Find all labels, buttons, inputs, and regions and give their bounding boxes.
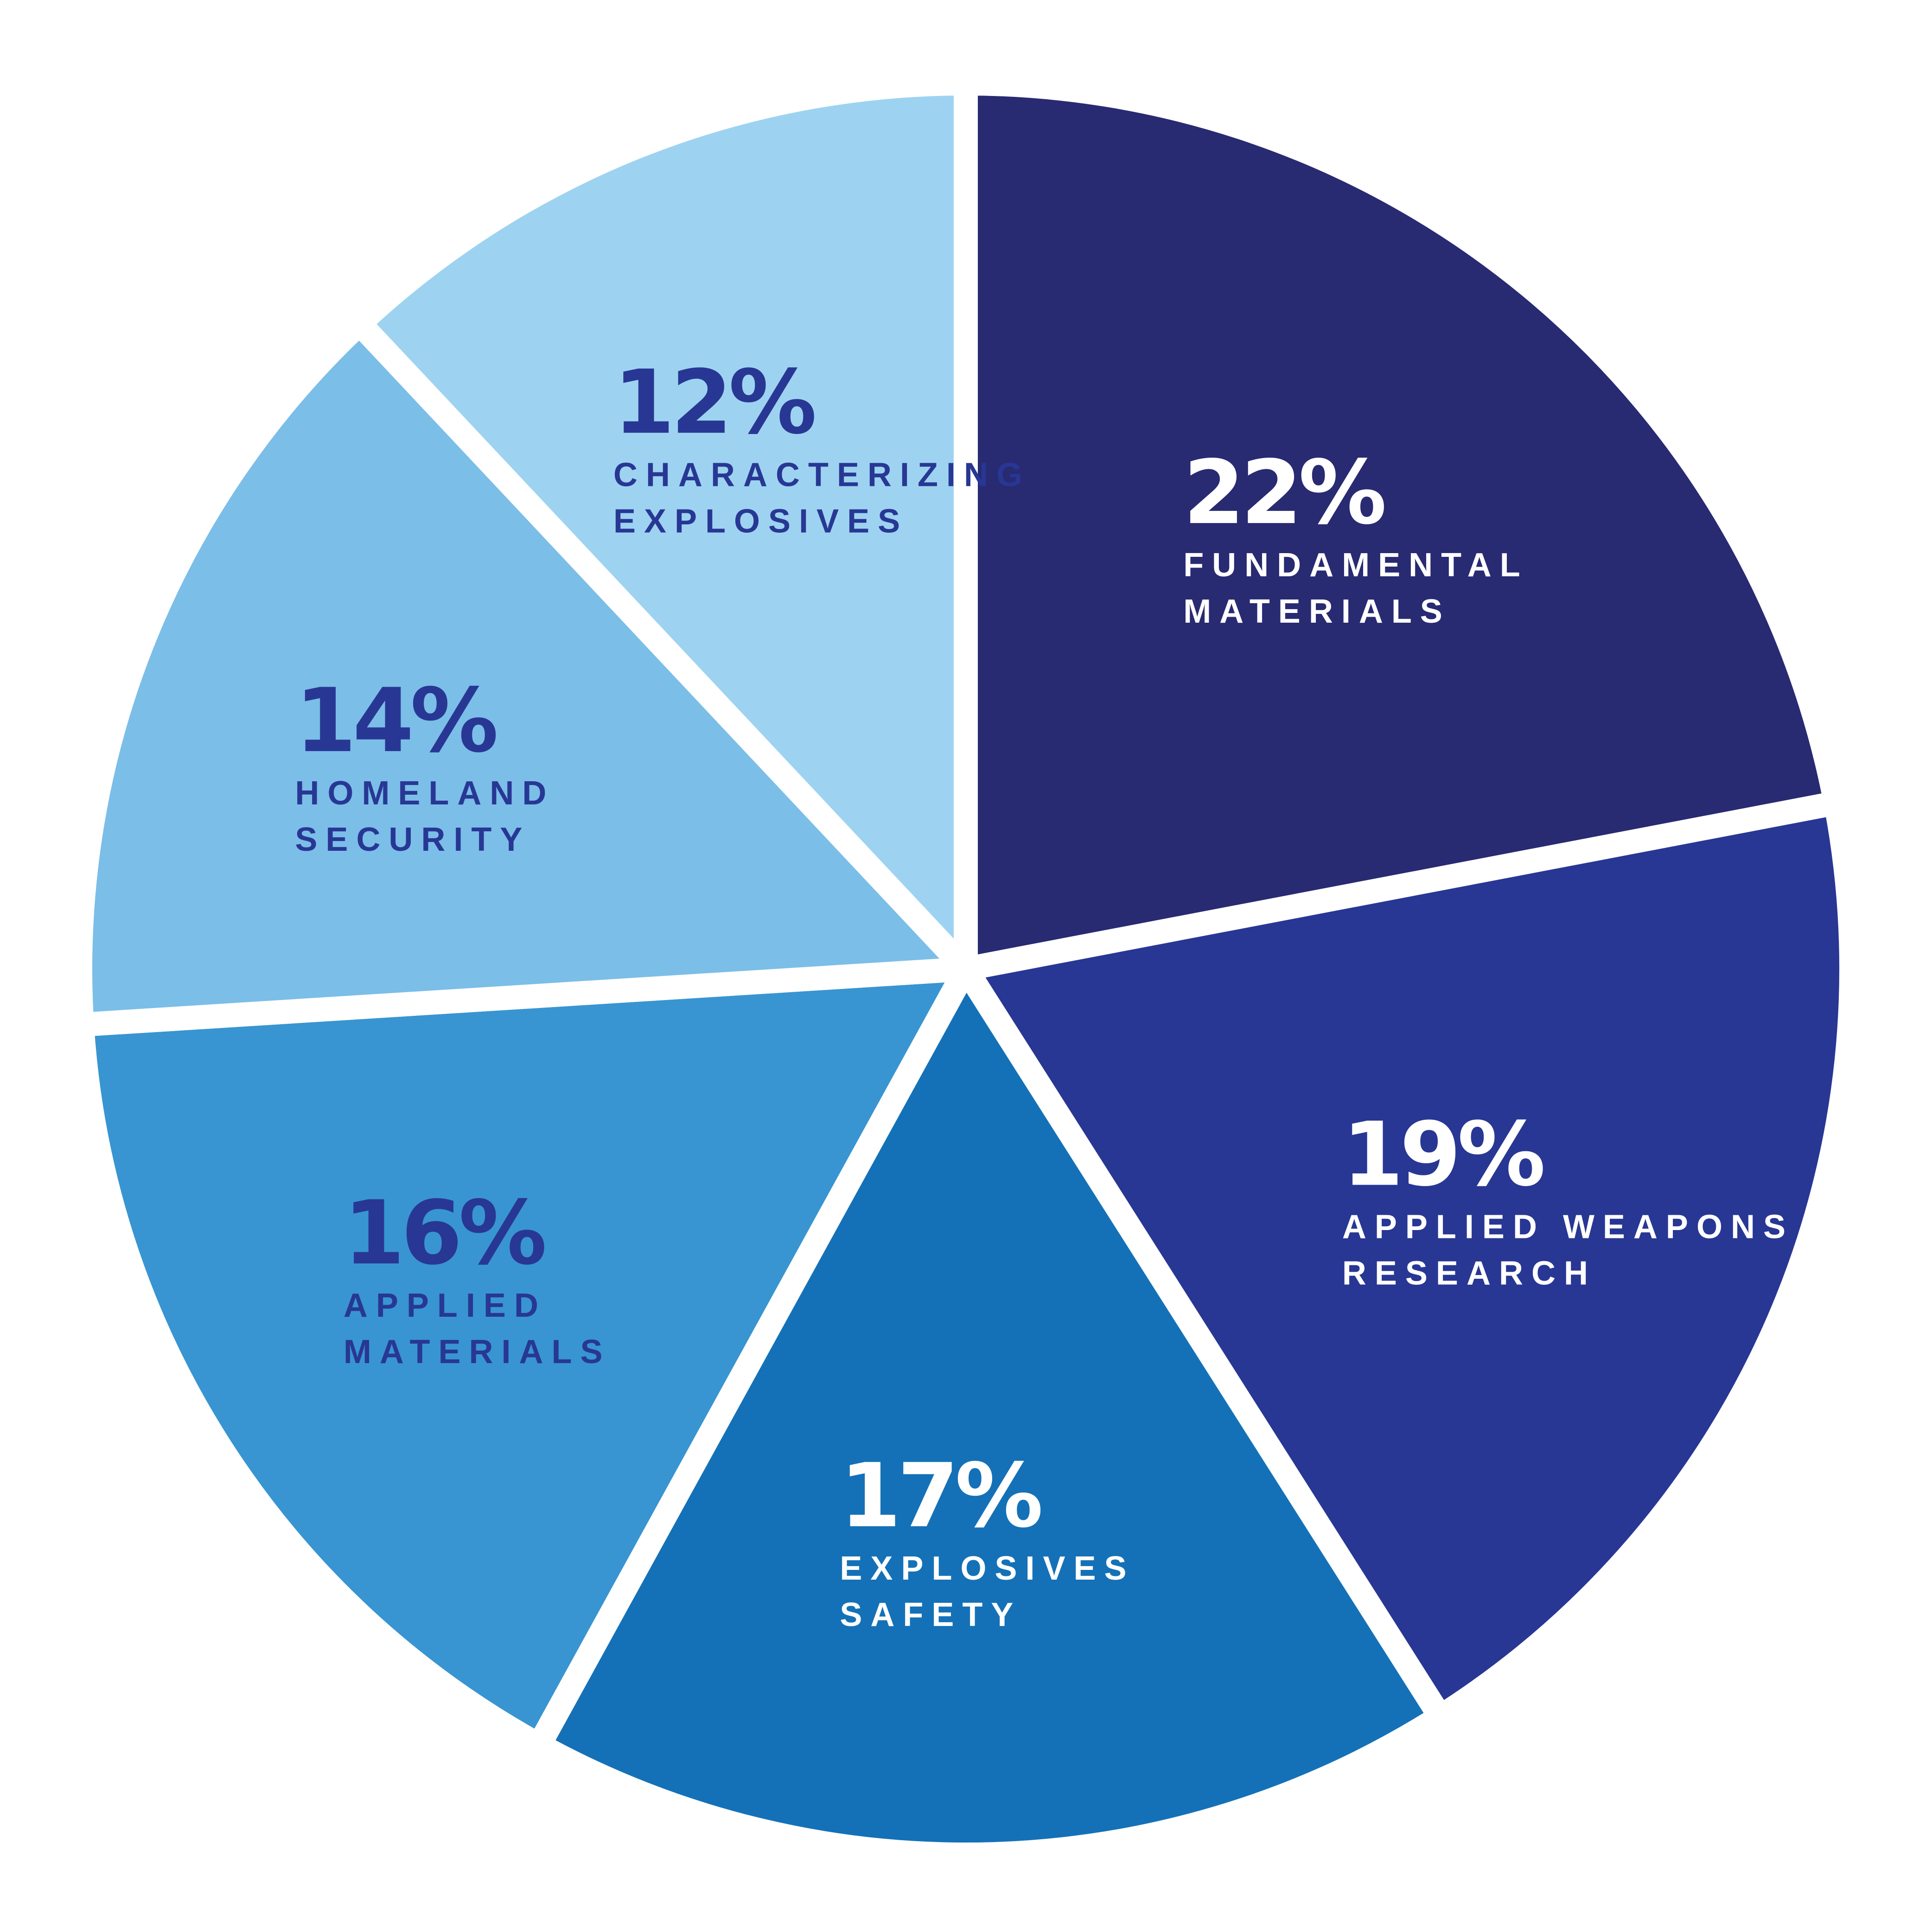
slice-value-label: 22% (1183, 441, 1384, 544)
pie-slice-gap-fundamental-materials (954, 71, 1848, 981)
slice-label-characterizing-explosives: 12%CHARACTERIZING EXPLOSIVES (613, 351, 1031, 540)
slice-category-label: RESEARCH (1342, 1255, 1596, 1292)
slice-label-applied-materials: 16%APPLIED MATERIALS (344, 1182, 611, 1371)
slice-category-label: SAFETY (840, 1596, 1021, 1633)
slice-category-label: EXPLOSIVES (613, 503, 908, 540)
slice-value-label: 19% (1342, 1103, 1543, 1206)
slice-label-homeland-security: 14%HOMELAND SECURITY (295, 670, 555, 858)
pie-slice-gap-applied-materials (70, 957, 978, 1757)
slice-label-explosives-safety: 17%EXPLOSIVES SAFETY (840, 1445, 1135, 1633)
slice-category-label: MATERIALS (344, 1333, 611, 1371)
pie-slice-gap-applied-weapons-research (954, 791, 1864, 1729)
pie-slice-gap-homeland-security (68, 311, 978, 1037)
slice-category-label: MATERIALS (1183, 593, 1451, 630)
pie-slice-gap-explosives-safety (527, 957, 1453, 1867)
labels-layer: 22%FUNDAMENTAL MATERIALS 19%APPLIED WEAPON… (295, 351, 1794, 1633)
slice-category-label: CHARACTERIZING (613, 456, 1031, 493)
slice-value-label: 12% (613, 351, 814, 453)
slice-category-label: APPLIED (344, 1287, 547, 1324)
slice-category-label: FUNDAMENTAL (1183, 547, 1529, 584)
slice-category-label: EXPLOSIVES (840, 1550, 1135, 1587)
slice-value-label: 16% (344, 1182, 544, 1284)
slice-value-label: 14% (295, 670, 496, 772)
slice-category-label: HOMELAND (295, 775, 555, 812)
slice-label-fundamental-materials: 22%FUNDAMENTAL MATERIALS (1183, 441, 1529, 630)
slice-category-label: APPLIED WEAPONS (1342, 1209, 1794, 1246)
slices-layer (68, 71, 1864, 1867)
slice-label-applied-weapons-research: 19%APPLIED WEAPONS RESEARCH (1342, 1103, 1794, 1292)
slice-value-label: 17% (840, 1445, 1040, 1547)
slice-category-label: SECURITY (295, 821, 530, 858)
pie-slice-gap-characterizing-explosives (347, 71, 978, 981)
